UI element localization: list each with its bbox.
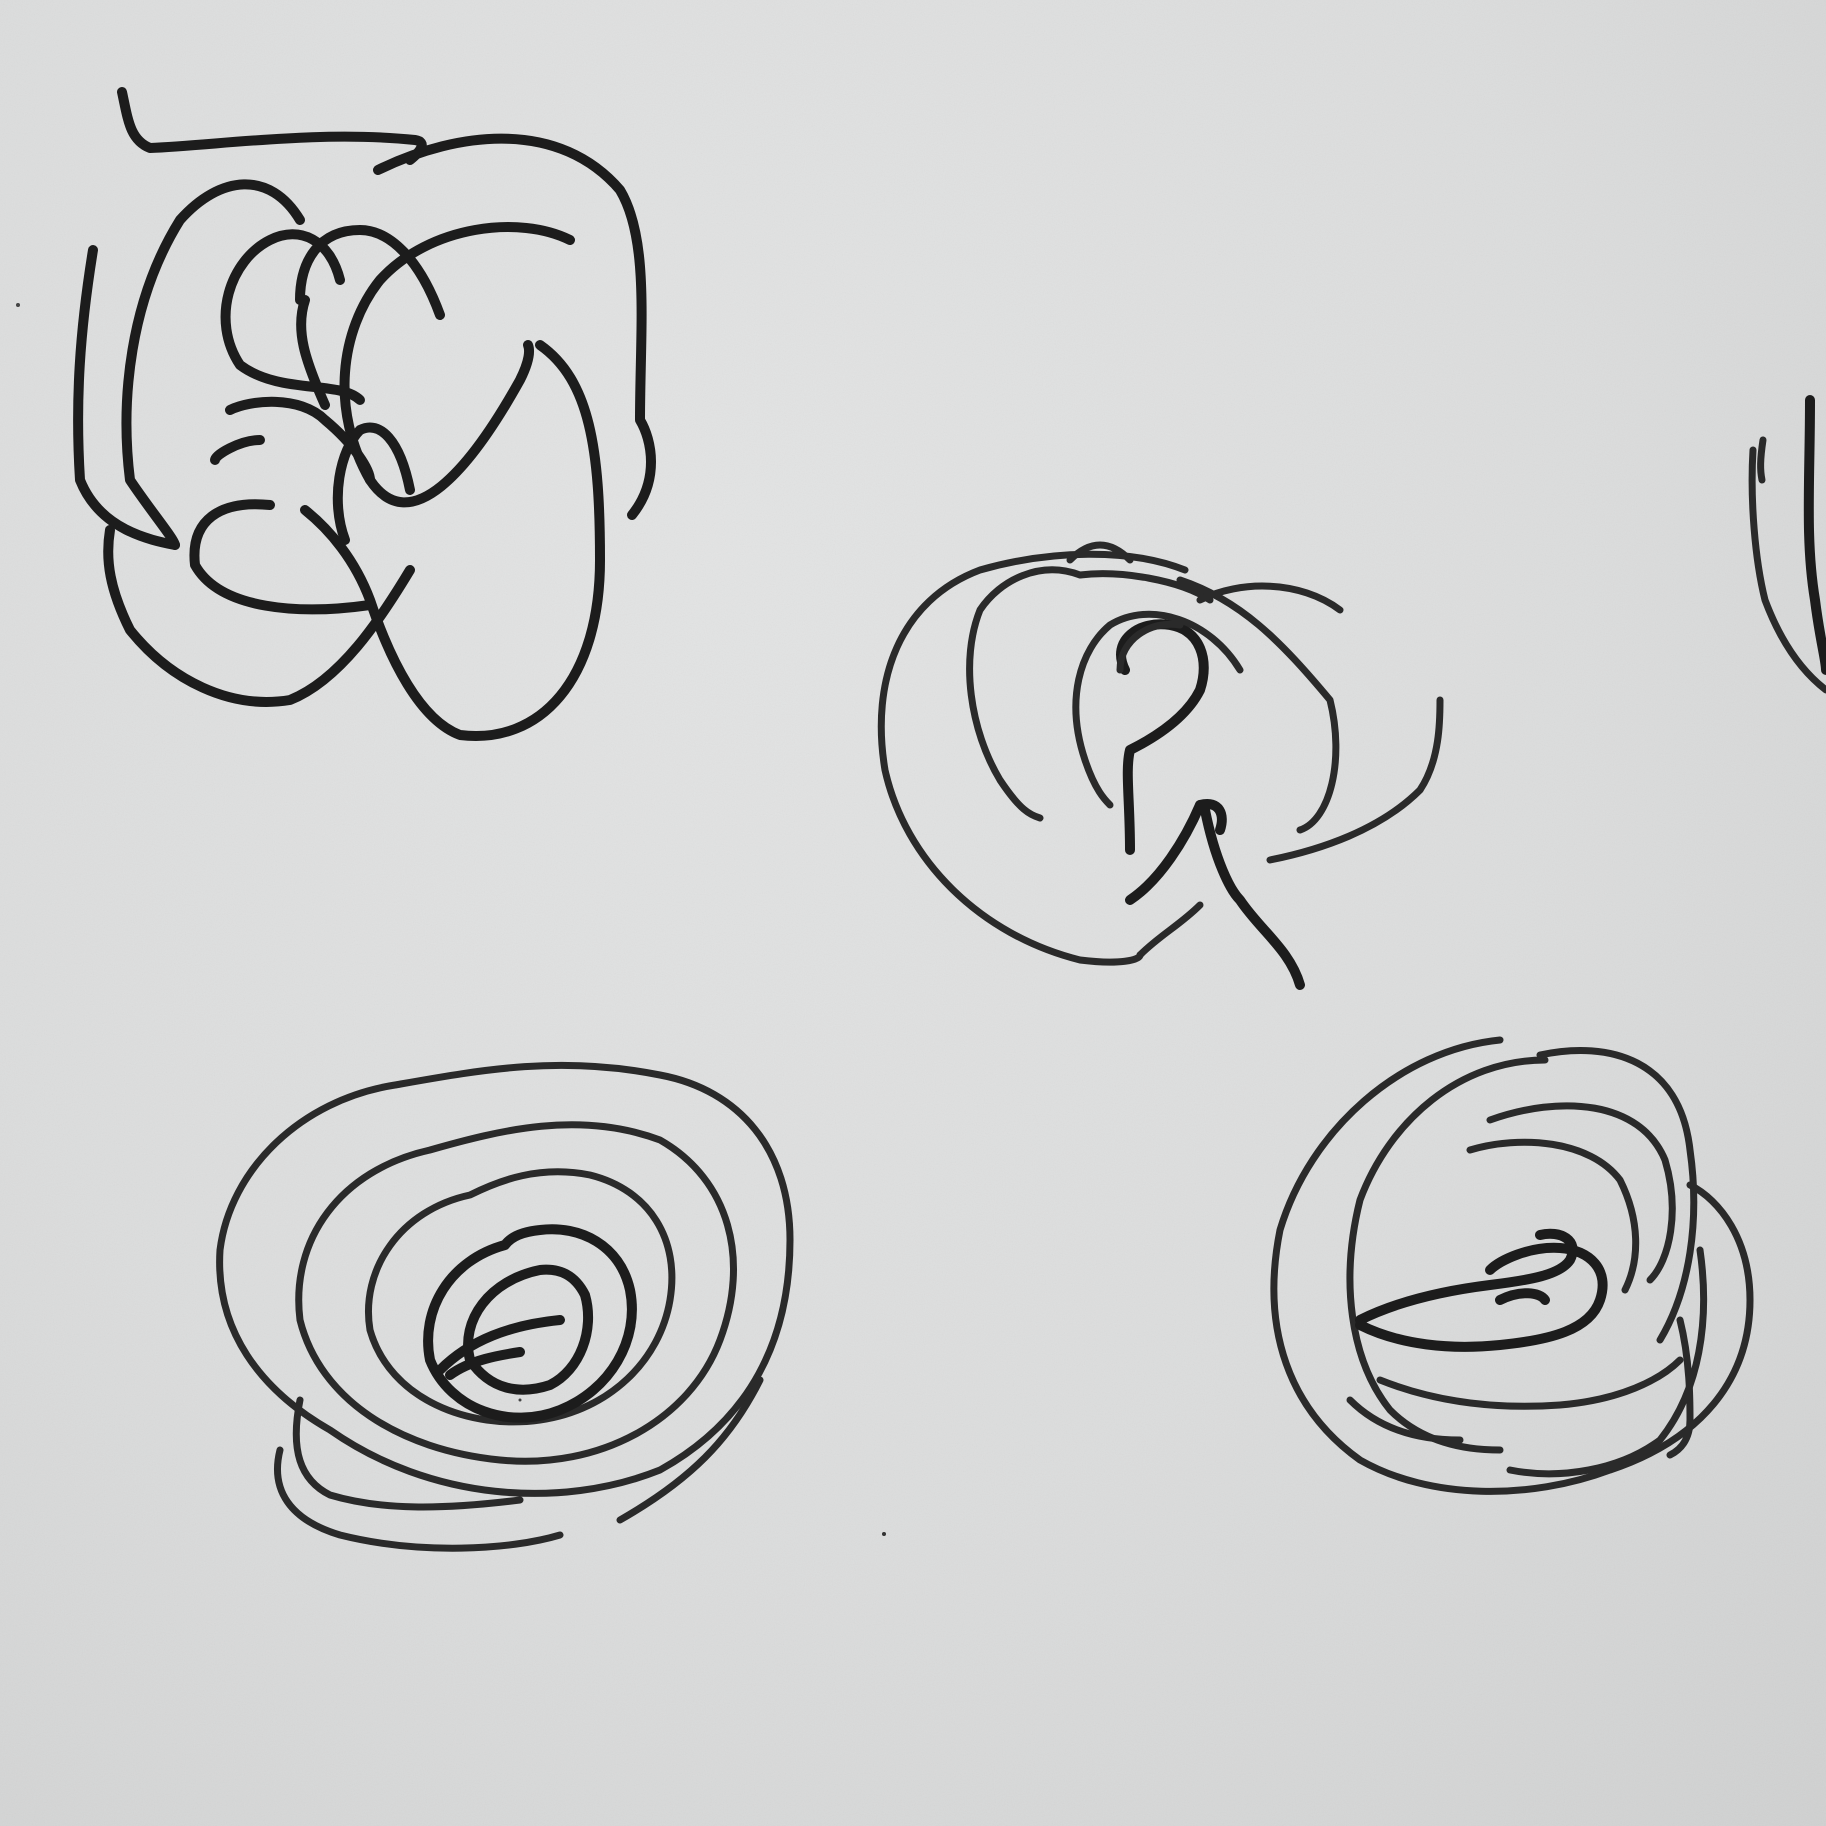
rose-sketch-top-left — [73, 87, 656, 741]
rose-sketch-partial-right-edge — [1748, 395, 1826, 694]
rose-sketch-bottom-right — [1270, 1036, 1754, 1495]
rose-sketch-bottom-left — [216, 1061, 794, 1552]
rose-sketch-center — [877, 541, 1444, 990]
pencil-specks — [16, 303, 886, 1536]
